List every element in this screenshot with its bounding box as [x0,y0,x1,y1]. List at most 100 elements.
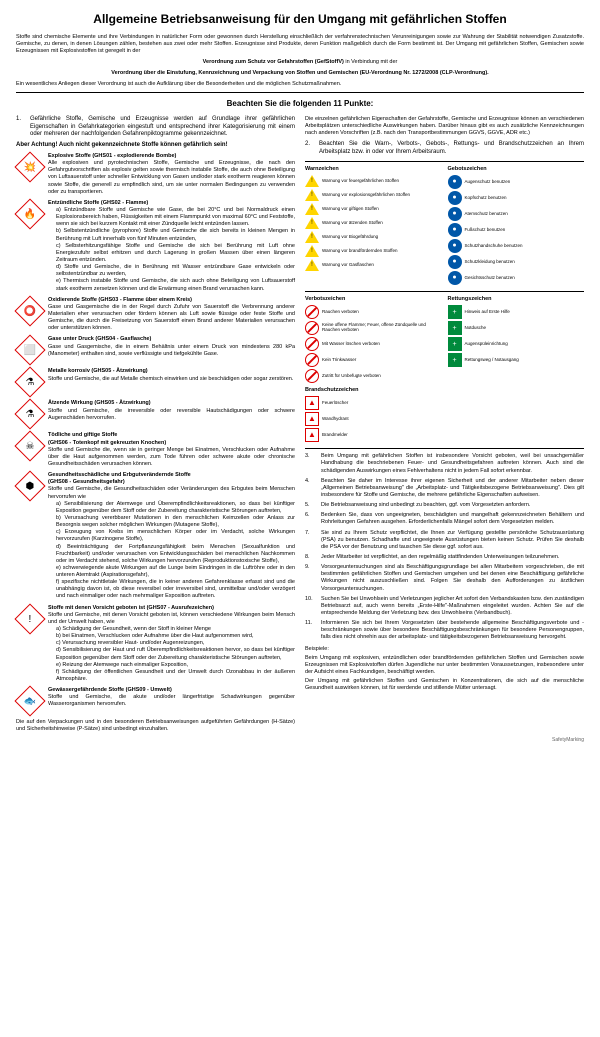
fire-square-icon: ▲ [305,412,319,426]
sign-row: ▲Brandmelder [305,428,442,442]
mandatory-circle-icon: ● [448,255,462,269]
sign-label: Kein Trinkwasser [322,358,356,363]
ghs-row: ⬜Gase unter Druck (GHS04 - Gasflasche)Ga… [16,336,295,364]
regulation-line-2: Verordnung über die Einstufung, Kennzeic… [16,70,584,77]
fire-square-icon: ▲ [305,396,319,410]
mandatory-circle-icon: ● [448,207,462,221]
sign-label: Schutzhandschuhe benutzen [465,244,523,249]
sign-label: Warnung vor giftigen Stoffen [322,207,379,212]
sign-label: Rettungsweg / Notausgang [465,358,519,363]
numbered-item: 4.Beachten Sie daher im Interesse ihrer … [305,478,584,499]
sign-label: Brandmelder [322,433,348,438]
sign-label: Warnung vor Biogefährdung [322,235,378,240]
warning-triangle-icon: ! [305,245,319,257]
reg1: Verordnung zum Schutz vor Gefahrstoffen … [203,59,344,65]
mandatory-circle-icon: ● [448,175,462,189]
sign-label: Kopfschutz benutzen [465,196,507,201]
sign-label: Notdusche [465,326,487,331]
warning-triangle-icon: ! [305,189,319,201]
num-1: 1. [16,116,26,139]
prohibition-circle-icon [305,337,319,351]
verbot-title: Verbotszeichen [305,296,442,303]
ghs-text: Entzündliche Stoffe (GHS02 - Flamme)a) E… [48,200,295,293]
ghs-icon: 🐟 [14,686,45,717]
sign-row: Rauchen verboten [305,305,442,319]
ghs-icon: ⭕ [14,295,45,326]
sign-row: Keine offene Flamme; Feuer, offene Zündq… [305,321,442,335]
sign-row: +Rettungsweg / Notausgang [448,353,585,367]
sign-row: !Warnung vor explosionsgefährlichen Stof… [305,189,442,201]
sign-row: !Warnung vor brandfördernden Stoffen [305,245,442,257]
sign-label: Warnung vor ätzenden Stoffen [322,221,383,226]
ghs-row: ⬢Gesundheitsschädliche und Erbgutverände… [16,472,295,601]
sign-row: ▲Feuerlöscher [305,396,442,410]
ghs-row: 🔥Entzündliche Stoffe (GHS02 - Flamme)a) … [16,200,295,293]
ghs-icon: ⬢ [14,471,45,502]
mandatory-circle-icon: ● [448,239,462,253]
sign-label: Wandhydrant [322,417,349,422]
sign-label: Feuerlöscher [322,401,348,406]
divider [16,92,584,93]
gebot-title: Gebotszeichen [448,166,585,173]
sign-row: Zutritt für Unbefugte verboten [305,369,442,383]
sign-row: ●Augenschutz benutzen [448,175,585,189]
sign-row: !Warnung vor giftigen Stoffen [305,203,442,215]
warn-title: Warnzeichen [305,166,442,173]
ghs-text: Gesundheitsschädliche und Erbgutveränder… [48,472,295,601]
rescue-square-icon: + [448,305,462,319]
rescue-square-icon: + [448,337,462,351]
item2-text: Beachten Sie die Warn-, Verbots-, Gebots… [319,141,584,157]
brand-title: Brandschutzzeichen [305,387,442,394]
warning-triangle-icon: ! [305,259,319,271]
sign-label: Warnung vor Gasflaschen [322,263,374,268]
prohibition-circle-icon [305,369,319,383]
divider-r1 [305,161,584,162]
ghs-icon: ⚗ [14,367,45,398]
left-footer: Die auf den Verpackungen und in den beso… [16,719,295,733]
ghs-row: 💥Explosive Stoffe (GHS01 - explodierende… [16,153,295,196]
ghs-row: ⚗Metalle korrosiv (GHS05 - Ätzwirkung)St… [16,368,295,396]
sign-label: Warnung vor brandfördernden Stoffen [322,249,398,254]
reg-after: Ein wesentliches Anliegen dieser Verordn… [16,81,584,88]
sign-row: !Warnung vor ätzenden Stoffen [305,217,442,229]
sign-row: ●Schutzkleidung benutzen [448,255,585,269]
sign-row: ●Gesichtsschutz benutzen [448,271,585,285]
numbered-item: 6.Bedenken Sie, dass von ungeeigneten, b… [305,512,584,526]
ghs-row: ⚗Ätzende Wirkung (GHS05 - Ätzwirkung)Sto… [16,400,295,428]
numbered-item: 5.Die Betriebsanweisung sind unbedingt z… [305,502,584,509]
beispiele-2: Der Umgang mit gefährlichen Stoffen und … [305,678,584,692]
numbered-item: 7.Sie sind zu Ihrem Schutz verpflichtet,… [305,530,584,551]
mandatory-circle-icon: ● [448,191,462,205]
numbered-item: 3.Beim Umgang mit gefährlichen Stoffen i… [305,453,584,474]
sign-row: +Notdusche [448,321,585,335]
beispiele-1: Beim Umgang mit explosiven, entzündliche… [305,655,584,676]
ghs-text: Explosive Stoffe (GHS01 - explodierende … [48,153,295,196]
sign-label: Warnung vor explosionsgefährlichen Stoff… [322,193,410,198]
numbered-item: 11.Informieren Sie sich bei Ihrem Vorges… [305,620,584,641]
numbered-item: 8.Jeder Mitarbeiter ist verpflichtet, an… [305,554,584,561]
subtitle: Beachten Sie die folgenden 11 Punkte: [16,99,584,109]
sign-row: !Warnung vor Biogefährdung [305,231,442,243]
divider-r2 [305,291,584,292]
sign-label: Zutritt für Unbefugte verboten [322,374,381,379]
ghs-text: Gewässergefährdende Stoffe (GHS09 - Umwe… [48,687,295,708]
ghs-text: Ätzende Wirkung (GHS05 - Ätzwirkung)Stof… [48,400,295,421]
achtung: Aber Achtung! Auch nicht gekennzeichnete… [16,142,295,150]
sign-label: Schutzkleidung benutzen [465,260,515,265]
sign-row: +Hinweis auf Erste Hilfe [448,305,585,319]
sign-row: ●Fußschutz benutzen [448,223,585,237]
ghs-row: ☠Tödliche und giftige Stoffe(GHS06 - Tot… [16,432,295,468]
ghs-icon: 💥 [14,151,45,182]
sign-label: Rauchen verboten [322,310,359,315]
ghs-row: !Stoffe mit denen Vorsicht geboten ist (… [16,605,295,684]
sign-row: Mit Wasser löschen verboten [305,337,442,351]
ghs-icon: ⚗ [14,399,45,430]
sign-label: Fußschutz benutzen [465,228,506,233]
numbered-item: 9.Vorsorgeuntersuchungen sind als Beschä… [305,564,584,593]
warning-triangle-icon: ! [305,217,319,229]
mandatory-circle-icon: ● [448,223,462,237]
warning-triangle-icon: ! [305,231,319,243]
item1-text: Gefährliche Stoffe, Gemische und Erzeugn… [30,116,295,139]
mandatory-circle-icon: ● [448,271,462,285]
page-title: Allgemeine Betriebsanweisung für den Umg… [16,12,584,28]
